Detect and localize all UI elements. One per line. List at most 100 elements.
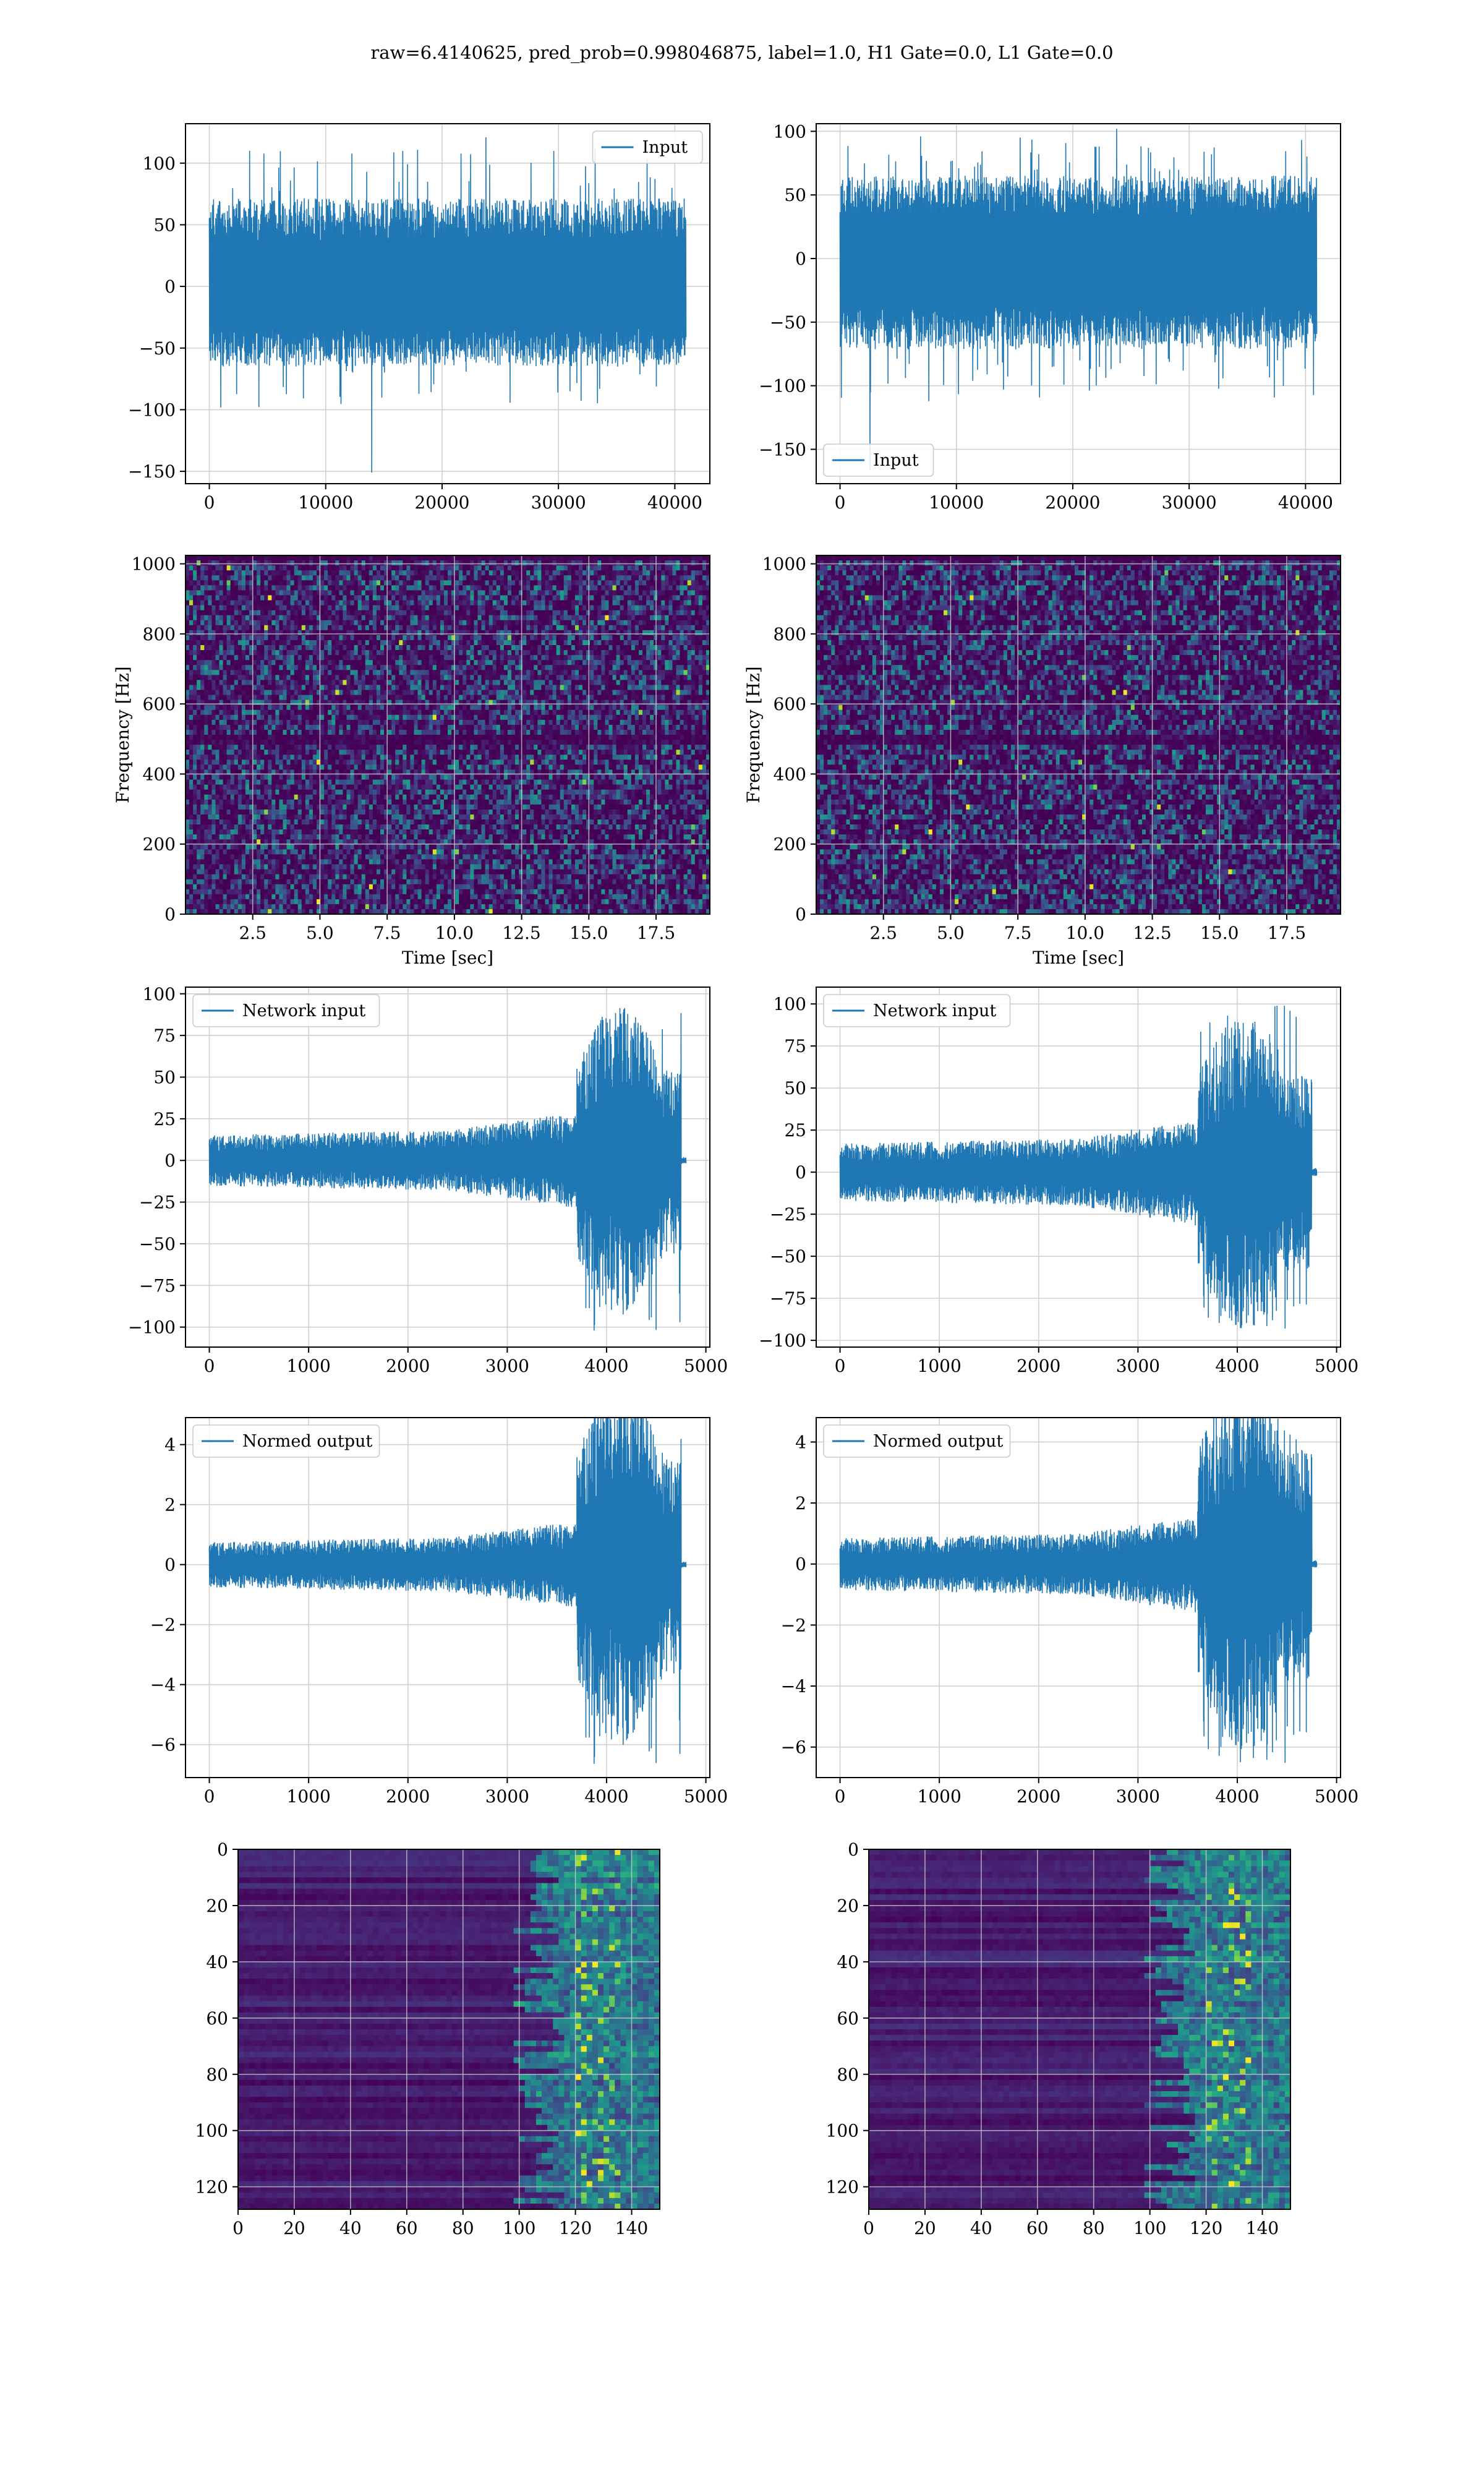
heatmap-cell	[474, 570, 478, 576]
heatmap-cell	[590, 695, 594, 701]
heatmap-cell	[688, 625, 692, 631]
heatmap-cell	[493, 680, 497, 685]
heatmap-cell	[253, 700, 257, 706]
heatmap-cell	[459, 625, 463, 631]
heatmap-cell	[238, 630, 242, 636]
heatmap-cell	[688, 580, 692, 586]
heatmap-cell	[500, 660, 505, 666]
heatmap-cell	[493, 606, 497, 611]
heatmap-cell	[227, 700, 231, 706]
heatmap-cell	[519, 640, 523, 646]
heatmap-cell	[365, 590, 370, 596]
heatmap-cell	[620, 690, 625, 696]
heatmap-cell	[504, 590, 508, 596]
heatmap-cell	[676, 570, 680, 576]
heatmap-cell	[470, 675, 474, 680]
heatmap-cell	[500, 610, 505, 616]
heatmap-cell	[680, 680, 684, 685]
heatmap-cell	[358, 720, 362, 726]
heatmap-cell	[204, 725, 208, 730]
heatmap-cell	[231, 620, 235, 626]
heatmap-cell	[414, 610, 418, 616]
heatmap-cell	[279, 595, 283, 601]
heatmap-cell	[410, 720, 414, 726]
heatmap-cell	[223, 665, 228, 670]
heatmap-cell	[358, 655, 362, 661]
heatmap-cell	[477, 606, 482, 611]
heatmap-cell	[571, 635, 576, 641]
heatmap-cell	[271, 685, 276, 690]
heatmap-cell	[245, 720, 250, 726]
heatmap-cell	[351, 585, 355, 591]
heatmap-cell	[380, 665, 385, 670]
heatmap-cell	[586, 580, 591, 586]
heatmap-cell	[508, 665, 512, 670]
heatmap-cell	[624, 570, 628, 576]
heatmap-cell	[193, 615, 197, 621]
heatmap-cell	[351, 700, 355, 706]
heatmap-cell	[650, 580, 654, 586]
heatmap-cell	[695, 620, 699, 626]
heatmap-cell	[695, 555, 699, 561]
heatmap-cell	[470, 655, 474, 661]
heatmap-cell	[294, 720, 299, 726]
heatmap-cell	[642, 620, 647, 626]
heatmap-cell	[534, 680, 538, 685]
heatmap-cell	[541, 645, 545, 651]
heatmap-cell	[197, 590, 201, 596]
heatmap-cell	[257, 665, 261, 670]
heatmap-cell	[624, 655, 628, 661]
heatmap-cell	[234, 700, 239, 706]
heatmap-cell	[234, 615, 239, 621]
heatmap-cell	[200, 720, 205, 726]
heatmap-cell	[320, 575, 325, 581]
heatmap-cell	[437, 715, 441, 721]
heatmap-cell	[470, 680, 474, 685]
heatmap-cell	[429, 590, 433, 596]
heatmap-cell	[497, 580, 501, 586]
heatmap-cell	[298, 695, 302, 701]
heatmap-cell	[560, 695, 565, 701]
heatmap-cell	[553, 585, 557, 591]
heatmap-cell	[575, 585, 579, 591]
heatmap-cell	[530, 695, 534, 701]
heatmap-cell	[553, 720, 557, 726]
heatmap-cell	[500, 695, 505, 701]
heatmap-cell	[661, 565, 665, 571]
heatmap-cell	[193, 715, 197, 721]
heatmap-cell	[613, 570, 617, 576]
heatmap-cell	[575, 575, 579, 581]
heatmap-cell	[493, 590, 497, 596]
heatmap-cell	[493, 705, 497, 711]
heatmap-cell	[657, 620, 662, 626]
heatmap-cell	[474, 606, 478, 611]
heatmap-cell	[668, 625, 673, 631]
heatmap-cell	[294, 670, 299, 675]
heatmap-cell	[440, 570, 445, 576]
heatmap-cell	[287, 565, 291, 571]
heatmap-cell	[189, 710, 194, 716]
heatmap-cell	[189, 680, 194, 685]
heatmap-cell	[369, 601, 373, 606]
x-tick-label: 30000	[1162, 492, 1217, 513]
heatmap-cell	[343, 650, 347, 656]
heatmap-cell	[601, 685, 605, 690]
heatmap-cell	[541, 655, 545, 661]
heatmap-cell	[601, 710, 605, 716]
heatmap-cell	[489, 601, 493, 606]
heatmap-cell	[631, 620, 636, 626]
heatmap-cell	[474, 580, 478, 586]
heatmap-cell	[433, 615, 437, 621]
heatmap-cell	[287, 570, 291, 576]
heatmap-cell	[522, 710, 527, 716]
heatmap-cell	[410, 555, 414, 561]
heatmap-cell	[358, 595, 362, 601]
heatmap-cell	[504, 560, 508, 566]
heatmap-cell	[470, 606, 474, 611]
heatmap-cell	[497, 555, 501, 561]
heatmap-cell	[271, 705, 276, 711]
heatmap-cell	[463, 695, 467, 701]
heatmap-cell	[305, 675, 310, 680]
heatmap-cell	[650, 725, 654, 730]
heatmap-cell	[680, 635, 684, 641]
